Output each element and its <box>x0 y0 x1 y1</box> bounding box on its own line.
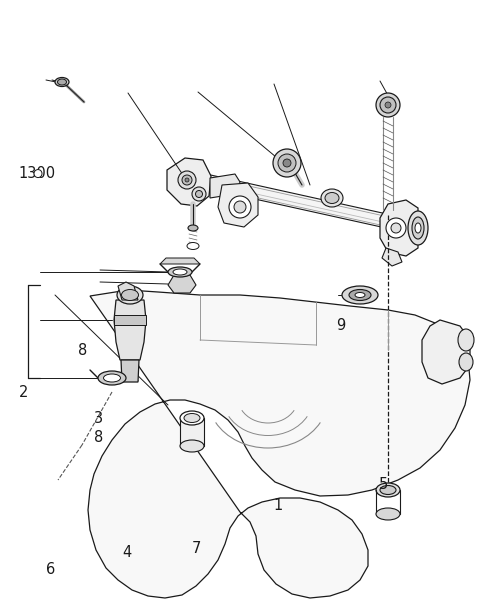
Ellipse shape <box>180 411 204 425</box>
Ellipse shape <box>121 289 139 300</box>
Ellipse shape <box>408 211 428 245</box>
Polygon shape <box>210 174 240 198</box>
Ellipse shape <box>376 508 400 520</box>
Circle shape <box>376 93 400 117</box>
Ellipse shape <box>104 374 120 382</box>
Ellipse shape <box>187 242 199 250</box>
Ellipse shape <box>180 440 204 452</box>
Text: 4: 4 <box>122 546 132 560</box>
Text: 3: 3 <box>94 412 103 426</box>
Text: 9: 9 <box>336 319 345 333</box>
Polygon shape <box>380 200 418 256</box>
Circle shape <box>278 154 296 172</box>
Polygon shape <box>121 360 139 382</box>
Polygon shape <box>118 282 138 300</box>
Ellipse shape <box>412 217 424 239</box>
Ellipse shape <box>342 286 378 304</box>
Bar <box>114 315 146 325</box>
Ellipse shape <box>55 77 69 86</box>
Ellipse shape <box>349 289 371 300</box>
Bar <box>180 418 204 446</box>
Polygon shape <box>422 320 470 384</box>
Ellipse shape <box>321 189 343 207</box>
Ellipse shape <box>168 267 192 277</box>
Ellipse shape <box>459 353 473 371</box>
Ellipse shape <box>376 483 400 497</box>
Circle shape <box>386 218 406 238</box>
Ellipse shape <box>188 225 198 231</box>
Circle shape <box>380 97 396 113</box>
Text: 8: 8 <box>94 430 103 445</box>
Ellipse shape <box>98 371 126 385</box>
Ellipse shape <box>415 223 421 233</box>
Text: 1: 1 <box>274 498 283 513</box>
Ellipse shape <box>355 292 365 298</box>
Circle shape <box>34 169 42 178</box>
Circle shape <box>192 187 206 201</box>
Polygon shape <box>88 290 470 598</box>
Circle shape <box>234 201 246 213</box>
Circle shape <box>182 175 192 185</box>
Circle shape <box>185 178 189 182</box>
Polygon shape <box>167 158 211 206</box>
Ellipse shape <box>58 79 67 85</box>
Circle shape <box>273 149 301 177</box>
Ellipse shape <box>173 269 187 275</box>
Polygon shape <box>114 300 146 360</box>
Polygon shape <box>382 248 402 266</box>
Circle shape <box>385 102 391 108</box>
Ellipse shape <box>325 192 339 203</box>
Circle shape <box>229 196 251 218</box>
Circle shape <box>195 191 203 197</box>
Polygon shape <box>218 183 258 227</box>
Circle shape <box>178 171 196 189</box>
Ellipse shape <box>117 286 143 304</box>
Text: 5: 5 <box>379 477 388 491</box>
Ellipse shape <box>380 485 396 495</box>
Text: 8: 8 <box>78 343 87 357</box>
Polygon shape <box>168 275 196 293</box>
Text: 7: 7 <box>192 541 202 555</box>
Ellipse shape <box>458 329 474 351</box>
Ellipse shape <box>184 414 200 423</box>
Text: 2: 2 <box>19 385 29 400</box>
Circle shape <box>391 223 401 233</box>
Text: 6: 6 <box>46 562 55 577</box>
Polygon shape <box>188 170 422 236</box>
Text: 1300: 1300 <box>18 166 55 181</box>
Circle shape <box>283 159 291 167</box>
Polygon shape <box>160 258 200 264</box>
